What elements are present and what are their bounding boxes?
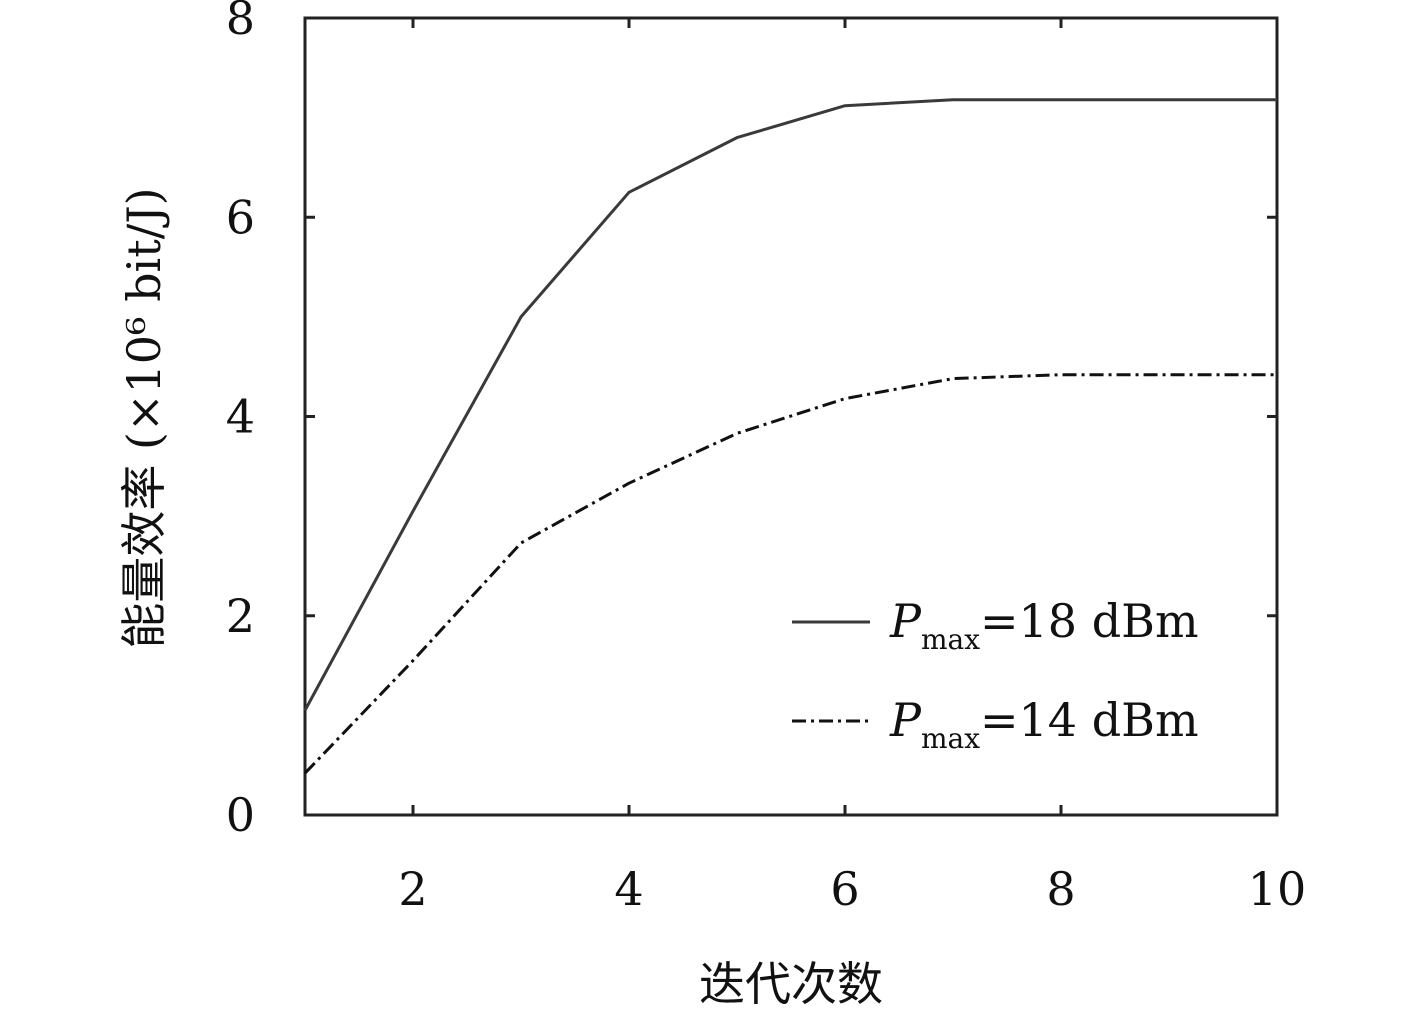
legend-entry-series-0: Pmax=18 dBm	[889, 594, 1199, 656]
y-tick-label: 4	[226, 390, 255, 444]
x-tick-label: 6	[830, 862, 859, 916]
x-tick-label: 2	[398, 862, 427, 916]
x-axis-label: 迭代次数	[699, 957, 883, 1011]
x-tick-label: 10	[1248, 862, 1307, 916]
legend: Pmax=18 dBm Pmax=14 dBm	[792, 594, 1199, 755]
legend-entry-series-1: Pmax=14 dBm	[889, 693, 1199, 755]
series-lines	[303, 98, 1277, 775]
y-tick-labels: 0 2 4 6 8	[226, 0, 255, 842]
y-tick-label: 6	[226, 190, 255, 244]
axis-ticks	[305, 16, 1279, 817]
x-tick-label: 8	[1046, 862, 1075, 916]
series-line-0	[303, 98, 1277, 712]
y-tick-label: 0	[226, 788, 255, 842]
y-axis-label: 能量效率 (×10⁶ bit/J)	[117, 187, 171, 648]
x-tick-labels: 2 4 6 8 10	[398, 862, 1306, 916]
y-tick-label: 2	[226, 589, 255, 643]
y-tick-label: 8	[226, 0, 255, 45]
x-tick-label: 4	[614, 862, 643, 916]
series-line-1	[303, 373, 1277, 775]
